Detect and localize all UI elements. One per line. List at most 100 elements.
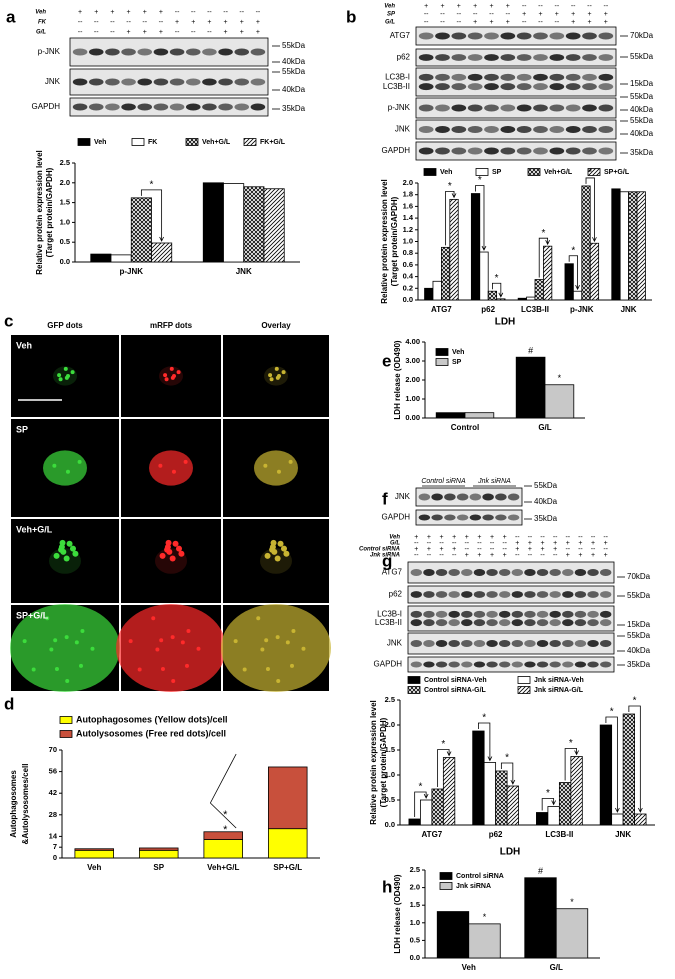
blot-band — [448, 619, 460, 627]
blot-band — [435, 126, 450, 133]
dot — [65, 469, 70, 474]
dot — [264, 552, 271, 559]
treatment-mark: + — [587, 19, 591, 26]
panel-label: d — [4, 694, 14, 713]
treatment-mark: + — [578, 540, 582, 547]
dot — [277, 540, 284, 547]
blot-strip — [407, 632, 615, 655]
dot — [269, 377, 274, 382]
y-tick-label: 14 — [49, 831, 58, 840]
y-tick-label: 4.00 — [405, 337, 420, 346]
treatment-label: G/L — [390, 541, 400, 547]
treatment-mark: + — [522, 11, 526, 18]
bar — [495, 770, 508, 826]
blot-band — [435, 32, 450, 40]
treatment-mark: + — [159, 29, 163, 36]
blot-band — [516, 126, 532, 133]
legend-label: SP — [492, 169, 502, 176]
treatment-mark: + — [578, 552, 582, 559]
bar — [517, 297, 527, 301]
treatment-mark: -- — [191, 9, 196, 16]
annotation-bracket — [414, 791, 429, 817]
treatment-label: Veh — [384, 4, 395, 10]
blot-band — [418, 32, 434, 40]
dot — [158, 463, 163, 468]
treatment-mark: -- — [554, 19, 559, 26]
blot-band — [410, 661, 422, 668]
bar — [223, 183, 245, 263]
bar — [436, 911, 470, 959]
treatment-mark: -- — [477, 546, 482, 553]
blot-band — [218, 103, 233, 111]
treatment-mark: -- — [159, 19, 164, 26]
blot-band — [533, 104, 548, 112]
dot — [77, 459, 82, 464]
blot-band — [524, 619, 536, 627]
bar — [543, 245, 553, 301]
treatment-mark: + — [490, 534, 494, 541]
blot-band — [600, 640, 612, 647]
treatment-mark: + — [465, 552, 469, 559]
blot-band — [423, 610, 435, 618]
blot-band — [500, 104, 516, 112]
legend-swatch — [59, 716, 73, 724]
panel-label: f — [382, 489, 388, 508]
row-label: p-JNK — [38, 47, 61, 56]
row-label: JNK — [395, 492, 411, 501]
treatment-label: Veh — [35, 10, 46, 16]
treatment-mark: -- — [515, 534, 520, 541]
blot-band — [423, 661, 435, 668]
blot-band — [562, 569, 574, 576]
y-tick-label: 1.2 — [403, 225, 413, 234]
blot-band — [536, 610, 549, 618]
annotation: * — [588, 168, 592, 179]
x-tick-label: ATG7 — [422, 830, 443, 839]
annotation: * — [223, 824, 228, 836]
marker-label: 40kDa — [627, 646, 651, 655]
dot — [180, 640, 185, 645]
y-tick-label: 2.0 — [410, 883, 420, 892]
blot-band — [473, 610, 486, 618]
blot-band — [587, 619, 599, 627]
y-tick-label: 1.8 — [403, 190, 413, 199]
dot — [163, 373, 168, 378]
dot — [242, 667, 247, 672]
blot-band — [598, 73, 614, 81]
marker-label: 40kDa — [534, 497, 558, 506]
row-label: ATG7 — [382, 568, 403, 577]
treatment-mark: + — [503, 534, 507, 541]
legend-label: SP+G/L — [604, 169, 630, 176]
treatment-mark: + — [414, 546, 418, 553]
y-tick-label: 2.00 — [405, 375, 420, 384]
treatment-mark: -- — [175, 29, 180, 36]
row-label: LC3B-I — [385, 72, 410, 81]
blot-band — [598, 147, 614, 155]
treatment-mark: -- — [464, 546, 469, 553]
blot-strip — [407, 561, 615, 584]
legend-label: Control siRNA-Veh — [424, 677, 487, 684]
dot — [69, 545, 76, 552]
treatment-mark: -- — [78, 29, 83, 36]
y-tick-label: 1.00 — [405, 394, 420, 403]
treatment-mark: -- — [502, 540, 507, 547]
marker-label: 35kDa — [627, 660, 651, 669]
cell-glow — [221, 604, 331, 692]
blot-band — [574, 610, 587, 618]
blot-band — [423, 591, 435, 598]
blot-band — [473, 619, 486, 627]
row-label: p62 — [397, 53, 411, 62]
blot-band — [565, 83, 581, 91]
dot — [70, 370, 75, 375]
column-header: Overlay — [261, 321, 291, 330]
blot-band — [495, 514, 507, 521]
treatment-mark: + — [191, 19, 195, 26]
blot-band — [469, 514, 482, 521]
treatment-mark: -- — [565, 534, 570, 541]
y-tick-label: 0.4 — [403, 272, 414, 281]
treatment-mark: + — [587, 11, 591, 18]
legend-label: Veh — [94, 139, 106, 146]
dot — [291, 628, 296, 633]
y-tick-label: 1.5 — [410, 900, 420, 909]
treatment-mark: -- — [554, 3, 559, 10]
